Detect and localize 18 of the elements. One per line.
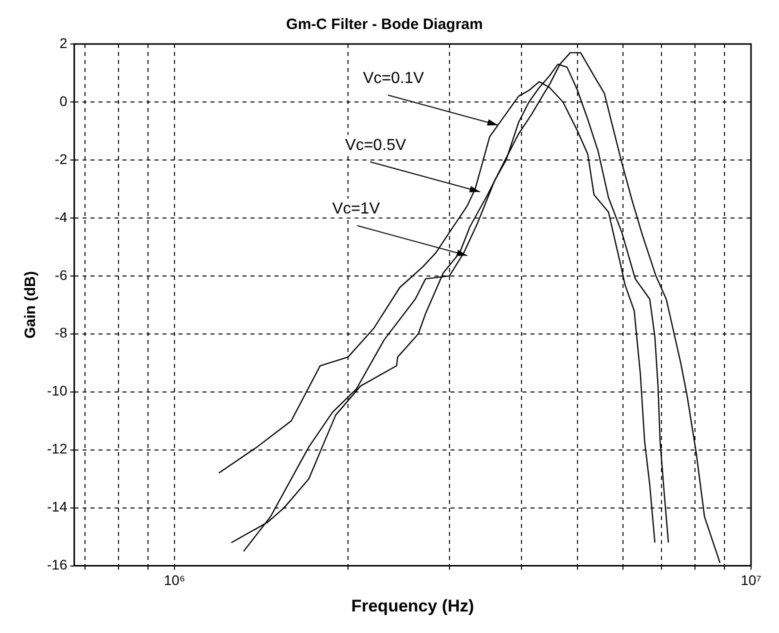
x-tick-label: 10⁷	[740, 572, 762, 588]
x-tick-label: 10⁶	[164, 572, 186, 588]
annotation: Vc=0.5V	[345, 136, 406, 154]
y-tick-label: -4	[54, 208, 68, 225]
y-tick-label: 0	[59, 92, 68, 109]
y-tick-label: 2	[59, 34, 68, 51]
y-tick-label: -14	[47, 498, 68, 515]
y-tick-label: -10	[47, 382, 68, 399]
y-axis-title: Gain (dB)	[22, 271, 40, 339]
y-tick-label: -12	[47, 440, 68, 457]
annotation: Vc=1V	[332, 200, 380, 218]
x-axis-title: Frequency (Hz)	[351, 596, 474, 616]
y-tick-label: -2	[54, 150, 68, 167]
y-tick-label: -6	[54, 266, 68, 283]
y-tick-label: -8	[54, 324, 68, 341]
annotation: Vc=0.1V	[362, 70, 424, 88]
y-tick-label: -16	[47, 556, 68, 573]
chart-title: Gm-C Filter - Bode Diagram	[286, 16, 483, 34]
